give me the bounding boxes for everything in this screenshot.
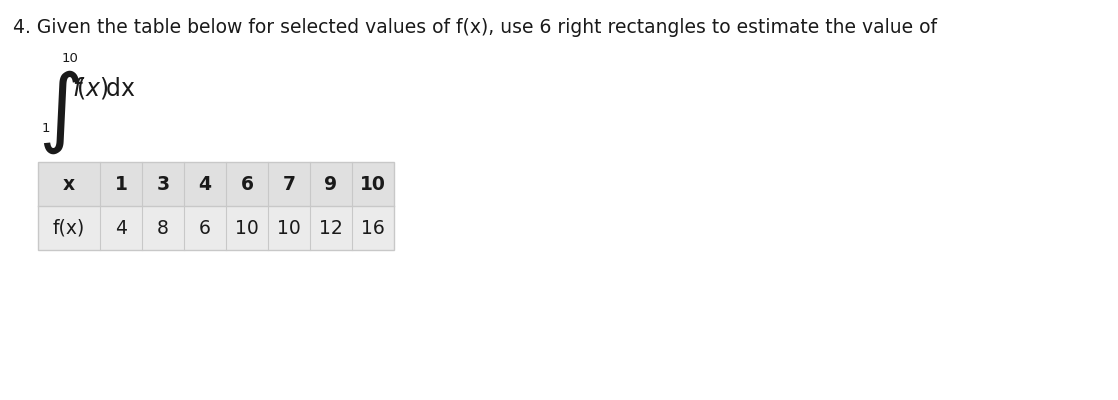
Text: 16: 16 [361, 218, 385, 238]
Bar [38, 206, 100, 250]
Bar [310, 206, 352, 250]
Text: $f\!\left(x\right)\!$dx: $f\!\left(x\right)\!$dx [72, 75, 135, 101]
Text: f(x): f(x) [53, 218, 85, 238]
Bar [38, 162, 394, 250]
Bar [100, 162, 142, 206]
Text: 12: 12 [319, 218, 343, 238]
Text: 10: 10 [360, 174, 386, 194]
Bar [100, 206, 142, 250]
Text: x: x [63, 174, 75, 194]
Text: 10: 10 [277, 218, 301, 238]
Text: 10: 10 [61, 52, 79, 65]
Bar [226, 162, 268, 206]
Text: 3: 3 [157, 174, 170, 194]
Bar [310, 162, 352, 206]
Text: 4: 4 [199, 174, 211, 194]
Text: 4: 4 [115, 218, 127, 238]
Bar [184, 206, 226, 250]
Bar [142, 206, 184, 250]
Bar [268, 162, 310, 206]
Bar [268, 206, 310, 250]
Bar [352, 206, 394, 250]
Bar [142, 162, 184, 206]
Text: 8: 8 [157, 218, 169, 238]
Text: 1: 1 [42, 122, 50, 135]
Bar [226, 206, 268, 250]
Text: 10: 10 [235, 218, 259, 238]
Bar [38, 162, 100, 206]
Text: 1: 1 [114, 174, 127, 194]
Text: 9: 9 [324, 174, 338, 194]
Text: 6: 6 [199, 218, 211, 238]
Text: $\int$: $\int$ [38, 68, 80, 156]
Text: 6: 6 [240, 174, 254, 194]
Bar [184, 162, 226, 206]
Bar [352, 162, 394, 206]
Text: 4. Given the table below for selected values of f(x), use 6 right rectangles to : 4. Given the table below for selected va… [13, 18, 937, 37]
Text: 7: 7 [283, 174, 295, 194]
